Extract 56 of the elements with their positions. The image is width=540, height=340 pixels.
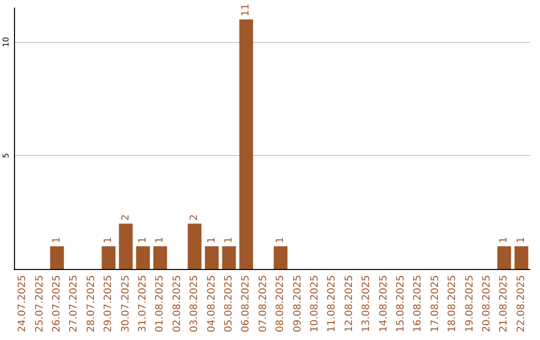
x-tick-label: 29.07.2025	[103, 275, 114, 332]
x-tick-label: 13.08.2025	[361, 275, 372, 332]
x-tick-label: 28.07.2025	[86, 275, 97, 332]
x-tick-label: 14.08.2025	[378, 275, 390, 332]
x-tick-label: 15.08.2025	[396, 275, 406, 332]
data-label: 1	[206, 236, 218, 244]
bar	[188, 224, 202, 269]
y-tick-label: 5	[2, 152, 10, 158]
x-tick-label: 10.08.2025	[310, 275, 320, 332]
x-tick-label: 12.08.2025	[344, 275, 355, 332]
x-tick-label: 22.08.2025	[516, 275, 527, 332]
data-label: 2	[120, 214, 132, 221]
data-label: 1	[516, 236, 527, 244]
x-tick-label: 31.07.2025	[138, 275, 148, 332]
x-tick-label: 03.08.2025	[189, 275, 200, 332]
x-tick-label: 06.08.2025	[240, 275, 252, 332]
x-tick-label: 04.08.2025	[206, 275, 218, 332]
y-tick-label: 10	[2, 36, 10, 48]
x-tick-label: 16.08.2025	[412, 275, 424, 332]
data-label: 2	[189, 214, 200, 221]
data-label: 1	[275, 236, 286, 244]
bar	[136, 246, 150, 269]
x-tick-label: 27.07.2025	[68, 275, 80, 332]
x-tick-label: 24.07.2025	[17, 275, 28, 332]
data-label: 1	[154, 236, 166, 244]
x-tick-label: 30.07.2025	[120, 275, 132, 332]
bar	[239, 19, 254, 269]
data-label: 11	[240, 4, 252, 16]
x-tick-label: 09.08.2025	[292, 275, 304, 332]
data-label: 1	[224, 236, 234, 244]
bar	[514, 246, 528, 269]
x-tick-label: 26.07.2025	[52, 275, 62, 332]
x-tick-label: 01.08.2025	[154, 275, 166, 332]
bar	[204, 246, 219, 269]
x-tick-label: 20.08.2025	[482, 275, 492, 332]
bar	[274, 246, 288, 269]
bar	[118, 224, 133, 269]
data-label: 1	[138, 236, 148, 244]
x-tick-label: 11.08.2025	[326, 275, 338, 332]
bar	[497, 246, 512, 269]
bar	[153, 246, 168, 269]
bar	[50, 246, 64, 269]
x-tick-label: 02.08.2025	[172, 275, 183, 332]
x-tick-label: 17.08.2025	[430, 275, 441, 332]
data-label: 1	[498, 236, 510, 244]
bar	[222, 246, 236, 269]
x-tick-label: 18.08.2025	[447, 275, 458, 332]
x-tick-label: 05.08.2025	[224, 275, 234, 332]
data-label: 1	[103, 236, 114, 244]
x-tick-label: 25.07.2025	[34, 275, 46, 332]
x-tick-label: 19.08.2025	[464, 275, 476, 332]
x-tick-label: 07.08.2025	[258, 275, 269, 332]
x-tick-label: 08.08.2025	[275, 275, 286, 332]
data-label: 1	[52, 236, 62, 244]
bar	[102, 246, 116, 269]
x-tick-label: 21.08.2025	[498, 275, 510, 332]
